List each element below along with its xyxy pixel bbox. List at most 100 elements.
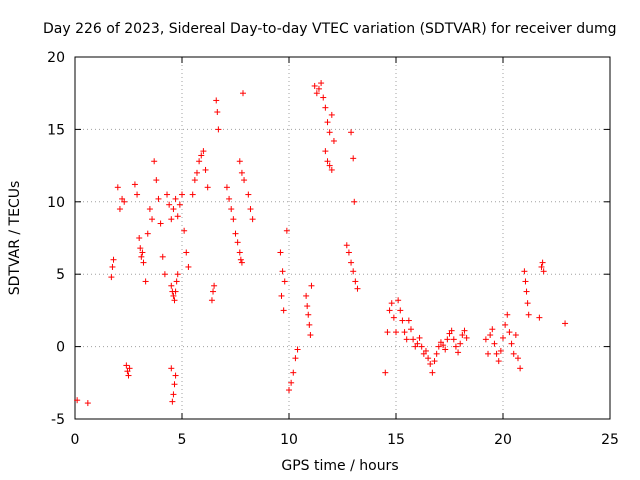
data-point <box>172 288 179 295</box>
data-point <box>393 329 399 336</box>
data-point <box>457 340 464 347</box>
data-point <box>153 177 160 184</box>
y-tick-label: 5 <box>56 267 65 283</box>
data-point <box>500 334 506 341</box>
data-point <box>164 191 171 198</box>
data-point <box>108 274 115 281</box>
data-point <box>183 249 190 256</box>
data-point <box>123 362 130 369</box>
data-point <box>351 198 358 205</box>
data-point <box>525 311 532 318</box>
data-point <box>311 82 318 89</box>
data-point <box>523 288 530 295</box>
data-point <box>138 253 145 260</box>
data-point <box>307 332 314 339</box>
data-point <box>125 372 132 379</box>
data-point <box>330 137 337 144</box>
data-point <box>114 184 121 191</box>
data-point <box>506 329 513 336</box>
data-point <box>196 158 203 165</box>
data-point <box>185 263 192 270</box>
data-point <box>322 104 329 111</box>
data-point <box>234 239 241 246</box>
data-point <box>414 340 421 347</box>
data-point <box>170 292 177 299</box>
data-point <box>399 317 406 324</box>
data-point <box>134 191 141 198</box>
x-tick-labels: 0 5 10 15 20 25 <box>71 432 619 448</box>
data-point <box>350 155 357 162</box>
data-point <box>288 379 295 386</box>
x-tick-label: 5 <box>178 432 187 448</box>
data-point <box>149 216 156 223</box>
data-point <box>223 184 230 191</box>
data-point <box>202 166 209 173</box>
data-point <box>109 263 116 270</box>
data-point <box>176 201 183 208</box>
data-point <box>174 213 181 220</box>
data-point <box>348 259 355 266</box>
data-point <box>193 169 200 176</box>
data-point <box>407 326 414 333</box>
data-point <box>146 206 153 213</box>
data-point <box>168 282 175 289</box>
data-point <box>433 350 440 357</box>
data-point <box>410 336 417 343</box>
x-axis-label: GPS time / hours <box>281 458 398 474</box>
data-point <box>236 249 243 256</box>
data-point <box>159 253 166 260</box>
data-point <box>161 271 168 278</box>
data-point <box>440 342 447 349</box>
chart-title: Day 226 of 2023, Sidereal Day-to-day VTE… <box>43 21 617 37</box>
data-point <box>427 360 434 367</box>
data-point <box>326 129 333 136</box>
data-point <box>497 347 504 354</box>
data-point <box>418 343 425 350</box>
data-point <box>280 307 287 314</box>
x-tick-label: 0 <box>71 432 80 448</box>
data-point <box>110 256 117 263</box>
data-point <box>416 334 423 341</box>
x-tick-label: 25 <box>601 432 619 448</box>
data-point <box>239 90 246 97</box>
data-point <box>455 349 462 356</box>
data-point <box>540 268 547 275</box>
data-point <box>442 346 449 353</box>
data-point <box>350 268 357 275</box>
data-point <box>200 148 207 155</box>
data-point <box>401 329 408 336</box>
data-point <box>151 158 158 165</box>
data-point <box>278 292 285 299</box>
data-point <box>247 206 254 213</box>
data-point <box>510 350 517 357</box>
data-point <box>294 346 301 353</box>
data-point <box>435 343 442 350</box>
data-points <box>74 80 569 407</box>
data-point <box>169 398 176 405</box>
data-point <box>328 166 335 173</box>
data-point <box>461 327 468 334</box>
data-point <box>326 162 333 169</box>
data-point <box>348 129 355 136</box>
data-point <box>482 336 489 343</box>
data-point <box>504 311 511 318</box>
data-point <box>172 372 179 379</box>
data-point <box>208 297 215 304</box>
y-tick-label: 15 <box>47 122 65 138</box>
data-point <box>170 391 177 398</box>
data-point <box>320 94 327 101</box>
y-tick-label: 10 <box>47 195 65 211</box>
plot-frame <box>74 56 611 420</box>
data-point <box>508 340 515 347</box>
data-point <box>283 227 290 234</box>
x-tick-label: 10 <box>280 432 298 448</box>
data-point <box>489 326 496 333</box>
data-point <box>463 334 470 341</box>
data-point <box>286 387 292 394</box>
data-point <box>126 365 133 372</box>
data-point <box>538 263 545 270</box>
x-tick-label: 15 <box>387 432 405 448</box>
data-point <box>144 230 151 237</box>
data-point <box>232 230 239 237</box>
